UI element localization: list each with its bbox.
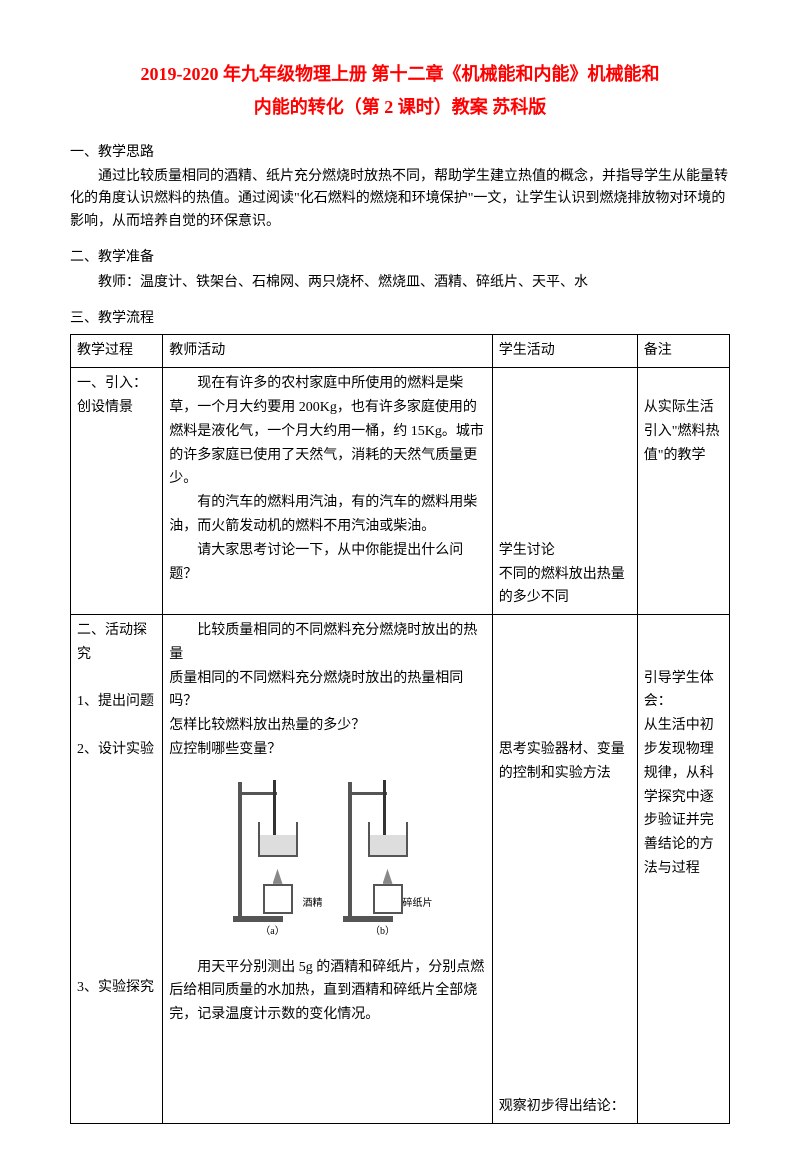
flame-icon <box>383 869 393 884</box>
stand-pole-icon <box>238 782 242 922</box>
section-2-para1: 教师：温度计、铁架台、石棉网、两只烧杯、燃烧皿、酒精、碎纸片、天平、水 <box>70 272 730 294</box>
row1-c4-text: 从实际生活引入"燃料热值"的教学 <box>644 400 720 463</box>
burner-icon <box>373 884 403 914</box>
header-col2: 教师活动 <box>163 335 493 368</box>
row2-c1-l1: 二、活动探究 <box>77 619 156 667</box>
row1-c3-text: 学生讨论 不同的燃料放出热量的多少不同 <box>499 543 625 606</box>
teaching-flow-table: 教学过程 教师活动 学生活动 备注 一、引入：创设情景 现在有许多的农村家庭中所… <box>70 334 730 1124</box>
experiment-diagram: 酒精 （a） 碎纸片 （b） <box>169 772 486 922</box>
section-1-para1: 通过比较质量相同的酒精、纸片充分燃烧时放热不同，帮助学生建立热值的概念，并指导学… <box>70 166 730 233</box>
beaker-icon <box>368 822 408 857</box>
table-header-row: 教学过程 教师活动 学生活动 备注 <box>71 335 730 368</box>
row1-c2-p3: 请大家思考讨论一下，从中你能提出什么问题？ <box>169 539 486 587</box>
section-2: 二、教学准备 教师：温度计、铁架台、石棉网、两只烧杯、燃烧皿、酒精、碎纸片、天平… <box>70 247 730 294</box>
row2-c2-p1: 比较质量相同的不同燃料充分燃烧时放出的热量 <box>169 619 486 667</box>
row2-col2: 比较质量相同的不同燃料充分燃烧时放出的热量 质量相同的不同燃料充分燃烧时放出的热… <box>163 615 493 1124</box>
row1-c2-p2: 有的汽车的燃料用汽油，有的汽车的燃料用柴油，而火箭发动机的燃料不用汽油或柴油。 <box>169 491 486 539</box>
row2-c2-p2: 质量相同的不同燃料充分燃烧时放出的热量相同吗？ <box>169 667 486 715</box>
row2-c3-l2: 观察初步得出结论： <box>499 1095 631 1119</box>
row1-col2: 现在有许多的农村家庭中所使用的燃料是柴草，一个月大约要用 200Kg，也有许多家… <box>163 368 493 615</box>
header-col1: 教学过程 <box>71 335 163 368</box>
row2-c1-l2: 1、提出问题 <box>77 690 156 714</box>
apparatus-b: 碎纸片 （b） <box>338 772 428 922</box>
section-1: 一、教学思路 通过比较质量相同的酒精、纸片充分燃烧时放热不同，帮助学生建立热值的… <box>70 142 730 234</box>
apparatus-a-sublabel: 酒精 <box>303 895 323 912</box>
row2-c2-p3: 怎样比较燃料放出热量的多少？ <box>169 714 486 738</box>
row2-c3-l1: 思考实验器材、变量的控制和实验方法 <box>499 738 631 786</box>
header-col3: 学生活动 <box>492 335 637 368</box>
burner-icon <box>263 884 293 914</box>
apparatus-a: 酒精 （a） <box>228 772 318 922</box>
apparatus-a-label: （a） <box>228 923 318 940</box>
apparatus-b-label: （b） <box>338 923 428 940</box>
page-title-line1: 2019-2020 年九年级物理上册 第十二章《机械能和内能》机械能和 <box>70 60 730 89</box>
section-3-heading: 三、教学流程 <box>70 308 730 330</box>
row2-col3: 思考实验器材、变量的控制和实验方法 观察初步得出结论： <box>492 615 637 1124</box>
row2-c4-text: 引导学生体会： 从生活中初步发现物理规律，从科学探究中逐步验证并完善结论的方法与… <box>644 671 714 876</box>
beaker-icon <box>258 822 298 857</box>
row2-c2-p4: 应控制哪些变量？ <box>169 738 486 762</box>
section-2-heading: 二、教学准备 <box>70 247 730 269</box>
apparatus-b-sublabel: 碎纸片 <box>403 895 433 912</box>
row2-col1: 二、活动探究 1、提出问题 2、设计实验 3、实验探究 <box>71 615 163 1124</box>
row2-col4: 引导学生体会： 从生活中初步发现物理规律，从科学探究中逐步验证并完善结论的方法与… <box>637 615 729 1124</box>
row1-c2-p1: 现在有许多的农村家庭中所使用的燃料是柴草，一个月大约要用 200Kg，也有许多家… <box>169 372 486 491</box>
clamp-icon <box>242 792 277 795</box>
flame-icon <box>273 869 283 884</box>
clamp-icon <box>352 792 387 795</box>
row1-col1: 一、引入：创设情景 <box>71 368 163 615</box>
row1-col3: 学生讨论 不同的燃料放出热量的多少不同 <box>492 368 637 615</box>
table-row: 一、引入：创设情景 现在有许多的农村家庭中所使用的燃料是柴草，一个月大约要用 2… <box>71 368 730 615</box>
row2-c1-l3: 2、设计实验 <box>77 738 156 762</box>
header-col4: 备注 <box>637 335 729 368</box>
row2-c2-p5: 用天平分别测出 5g 的酒精和碎纸片，分别点燃后给相同质量的水加热，直到酒精和碎… <box>169 956 486 1027</box>
stand-pole-icon <box>348 782 352 922</box>
page-title-line2: 内能的转化（第 2 课时）教案 苏科版 <box>70 93 730 122</box>
table-row: 二、活动探究 1、提出问题 2、设计实验 3、实验探究 比较质量相同的不同燃料充… <box>71 615 730 1124</box>
row2-c1-l4: 3、实验探究 <box>77 976 156 1000</box>
row1-col4: 从实际生活引入"燃料热值"的教学 <box>637 368 729 615</box>
section-1-heading: 一、教学思路 <box>70 142 730 164</box>
section-3: 三、教学流程 <box>70 308 730 330</box>
